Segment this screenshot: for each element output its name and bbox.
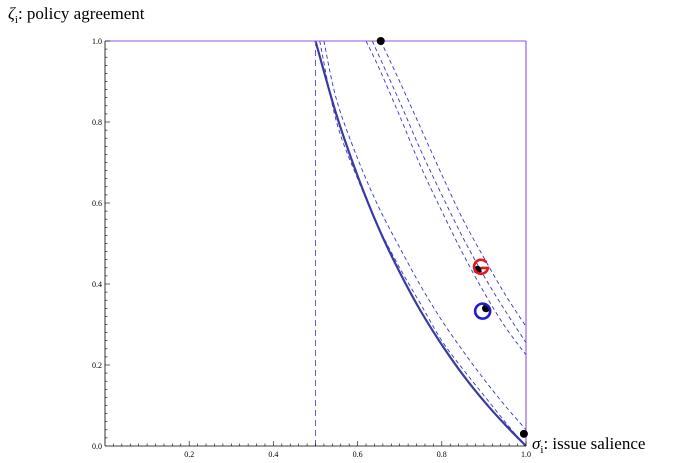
y-tick-label: 0.2 xyxy=(92,361,102,370)
x-tick-label: 0.4 xyxy=(268,450,278,459)
y-tick-label: 1.0 xyxy=(92,37,102,46)
dashed-curve-3 xyxy=(365,40,527,356)
y-tick-label: 0.0 xyxy=(92,442,102,451)
dashed-curve-2 xyxy=(323,40,527,431)
y-axis-label: ζi: policy agreement xyxy=(8,4,145,26)
x-tick-label: 0.6 xyxy=(353,450,363,459)
x-axis-label-subscript: i xyxy=(540,444,543,456)
axes-layer: 0.2 0.4 0.6 0.8 1.0 0.0 0.2 0.4 0.6 0.8 1.0 xyxy=(92,37,531,459)
red-spiral-marker xyxy=(472,258,490,276)
dashed-curve-1 xyxy=(319,40,523,443)
y-tick-label: 0.6 xyxy=(92,199,102,208)
markers-layer xyxy=(472,258,492,320)
data-point-1 xyxy=(519,429,528,438)
data-point-0 xyxy=(376,37,385,45)
frame-layer xyxy=(105,40,527,446)
y-axis-label-subscript: i xyxy=(15,14,18,26)
x-axis-label: σi: issue salience xyxy=(532,434,645,456)
y-axis-label-symbol: ζ xyxy=(8,4,16,23)
y-tick-label: 0.4 xyxy=(92,280,102,289)
main-curve xyxy=(314,40,527,447)
dashed-curve-4 xyxy=(371,40,527,343)
x-tick-label: 0.8 xyxy=(437,450,447,459)
dashed-curve-5 xyxy=(380,40,527,327)
plot-area: 0.2 0.4 0.6 0.8 1.0 0.0 0.2 0.4 0.6 0.8 1.0 xyxy=(92,37,531,459)
x-tick-label: 1.0 xyxy=(521,450,531,459)
x-axis-label-text: : issue salience xyxy=(543,434,645,453)
y-tick-label: 0.8 xyxy=(92,118,102,127)
y-axis-label-text: : policy agreement xyxy=(18,4,145,23)
blue-ring-marker xyxy=(473,302,492,320)
x-axis-label-symbol: σ xyxy=(532,434,541,453)
x-tick-label: 0.2 xyxy=(184,450,194,459)
points-layer xyxy=(376,37,528,438)
series-layer xyxy=(314,40,527,447)
